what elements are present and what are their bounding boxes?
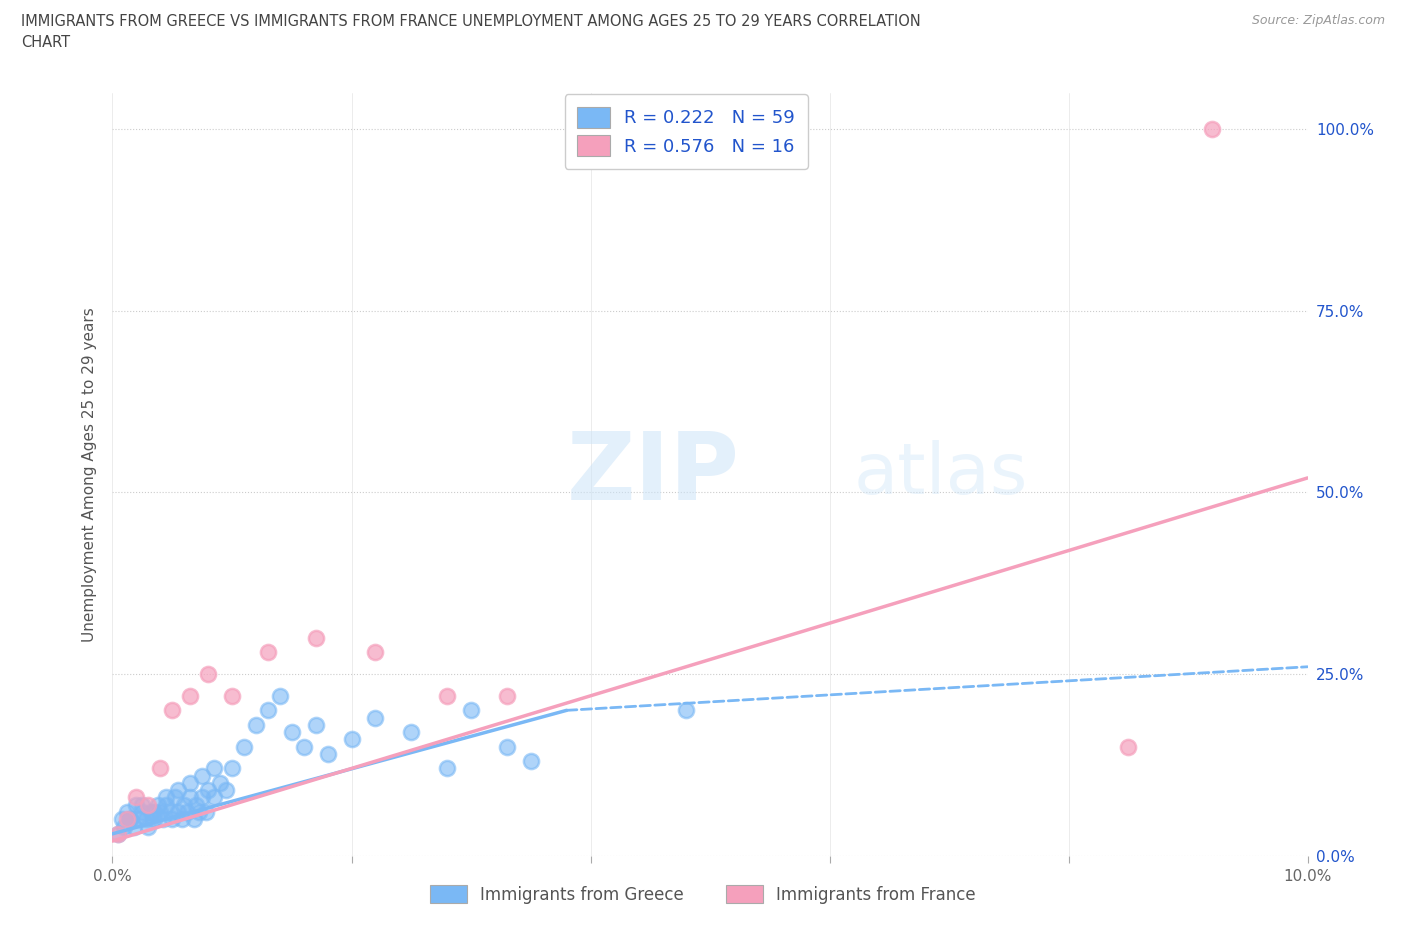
Point — [167, 783, 190, 798]
Point — [436, 761, 458, 776]
Point — [257, 644, 280, 659]
Point — [209, 776, 232, 790]
Point — [257, 703, 280, 718]
Point — [191, 790, 214, 805]
Point — [122, 819, 145, 834]
Point — [131, 804, 153, 819]
Text: IMMIGRANTS FROM GREECE VS IMMIGRANTS FROM FRANCE UNEMPLOYMENT AMONG AGES 25 TO 2: IMMIGRANTS FROM GREECE VS IMMIGRANTS FRO… — [21, 14, 921, 29]
Text: atlas: atlas — [853, 440, 1028, 509]
Point — [111, 812, 134, 827]
Point — [149, 804, 172, 819]
Point — [202, 761, 225, 776]
Point — [197, 667, 219, 682]
Point — [316, 747, 339, 762]
Point — [460, 703, 482, 718]
Point — [305, 631, 328, 645]
Point — [269, 688, 291, 703]
Point — [152, 812, 174, 827]
Point — [125, 790, 148, 805]
Text: ZIP: ZIP — [567, 429, 740, 520]
Point — [1118, 739, 1140, 754]
Point — [146, 797, 169, 812]
Point — [135, 812, 157, 827]
Point — [292, 739, 315, 754]
Point — [436, 688, 458, 703]
Point — [496, 739, 519, 754]
Point — [131, 797, 153, 812]
Point — [149, 761, 172, 776]
Point — [215, 783, 238, 798]
Point — [107, 827, 129, 842]
Point — [221, 688, 243, 703]
Y-axis label: Unemployment Among Ages 25 to 29 years: Unemployment Among Ages 25 to 29 years — [82, 307, 97, 642]
Legend: R = 0.222   N = 59, R = 0.576   N = 16: R = 0.222 N = 59, R = 0.576 N = 16 — [565, 95, 807, 168]
Point — [179, 776, 201, 790]
Point — [187, 804, 209, 819]
Point — [167, 804, 190, 819]
Point — [170, 812, 193, 827]
Point — [194, 804, 217, 819]
Point — [128, 812, 150, 827]
Point — [139, 804, 162, 819]
Point — [173, 797, 195, 812]
Point — [138, 819, 160, 834]
Legend: Immigrants from Greece, Immigrants from France: Immigrants from Greece, Immigrants from … — [418, 871, 988, 917]
Point — [281, 724, 304, 739]
Point — [191, 768, 214, 783]
Point — [520, 753, 543, 768]
Point — [496, 688, 519, 703]
Point — [221, 761, 243, 776]
Point — [155, 790, 177, 805]
Point — [233, 739, 256, 754]
Point — [115, 804, 138, 819]
Point — [163, 790, 186, 805]
Point — [197, 783, 219, 798]
Point — [138, 797, 160, 812]
Point — [186, 797, 208, 812]
Point — [176, 804, 198, 819]
Point — [340, 732, 363, 747]
Point — [143, 812, 166, 827]
Point — [401, 724, 423, 739]
Point — [675, 703, 697, 718]
Point — [305, 717, 328, 732]
Point — [115, 812, 138, 827]
Point — [120, 812, 142, 827]
Text: Source: ZipAtlas.com: Source: ZipAtlas.com — [1251, 14, 1385, 27]
Point — [159, 804, 181, 819]
Point — [183, 812, 205, 827]
Text: CHART: CHART — [21, 35, 70, 50]
Point — [179, 790, 201, 805]
Point — [107, 827, 129, 842]
Point — [143, 804, 166, 819]
Point — [155, 797, 177, 812]
Point — [162, 703, 183, 718]
Point — [364, 644, 387, 659]
Point — [1201, 122, 1223, 137]
Point — [179, 688, 201, 703]
Point — [202, 790, 225, 805]
Point — [245, 717, 267, 732]
Point — [125, 797, 148, 812]
Point — [120, 812, 142, 827]
Point — [364, 711, 387, 725]
Point — [162, 812, 183, 827]
Point — [114, 819, 135, 834]
